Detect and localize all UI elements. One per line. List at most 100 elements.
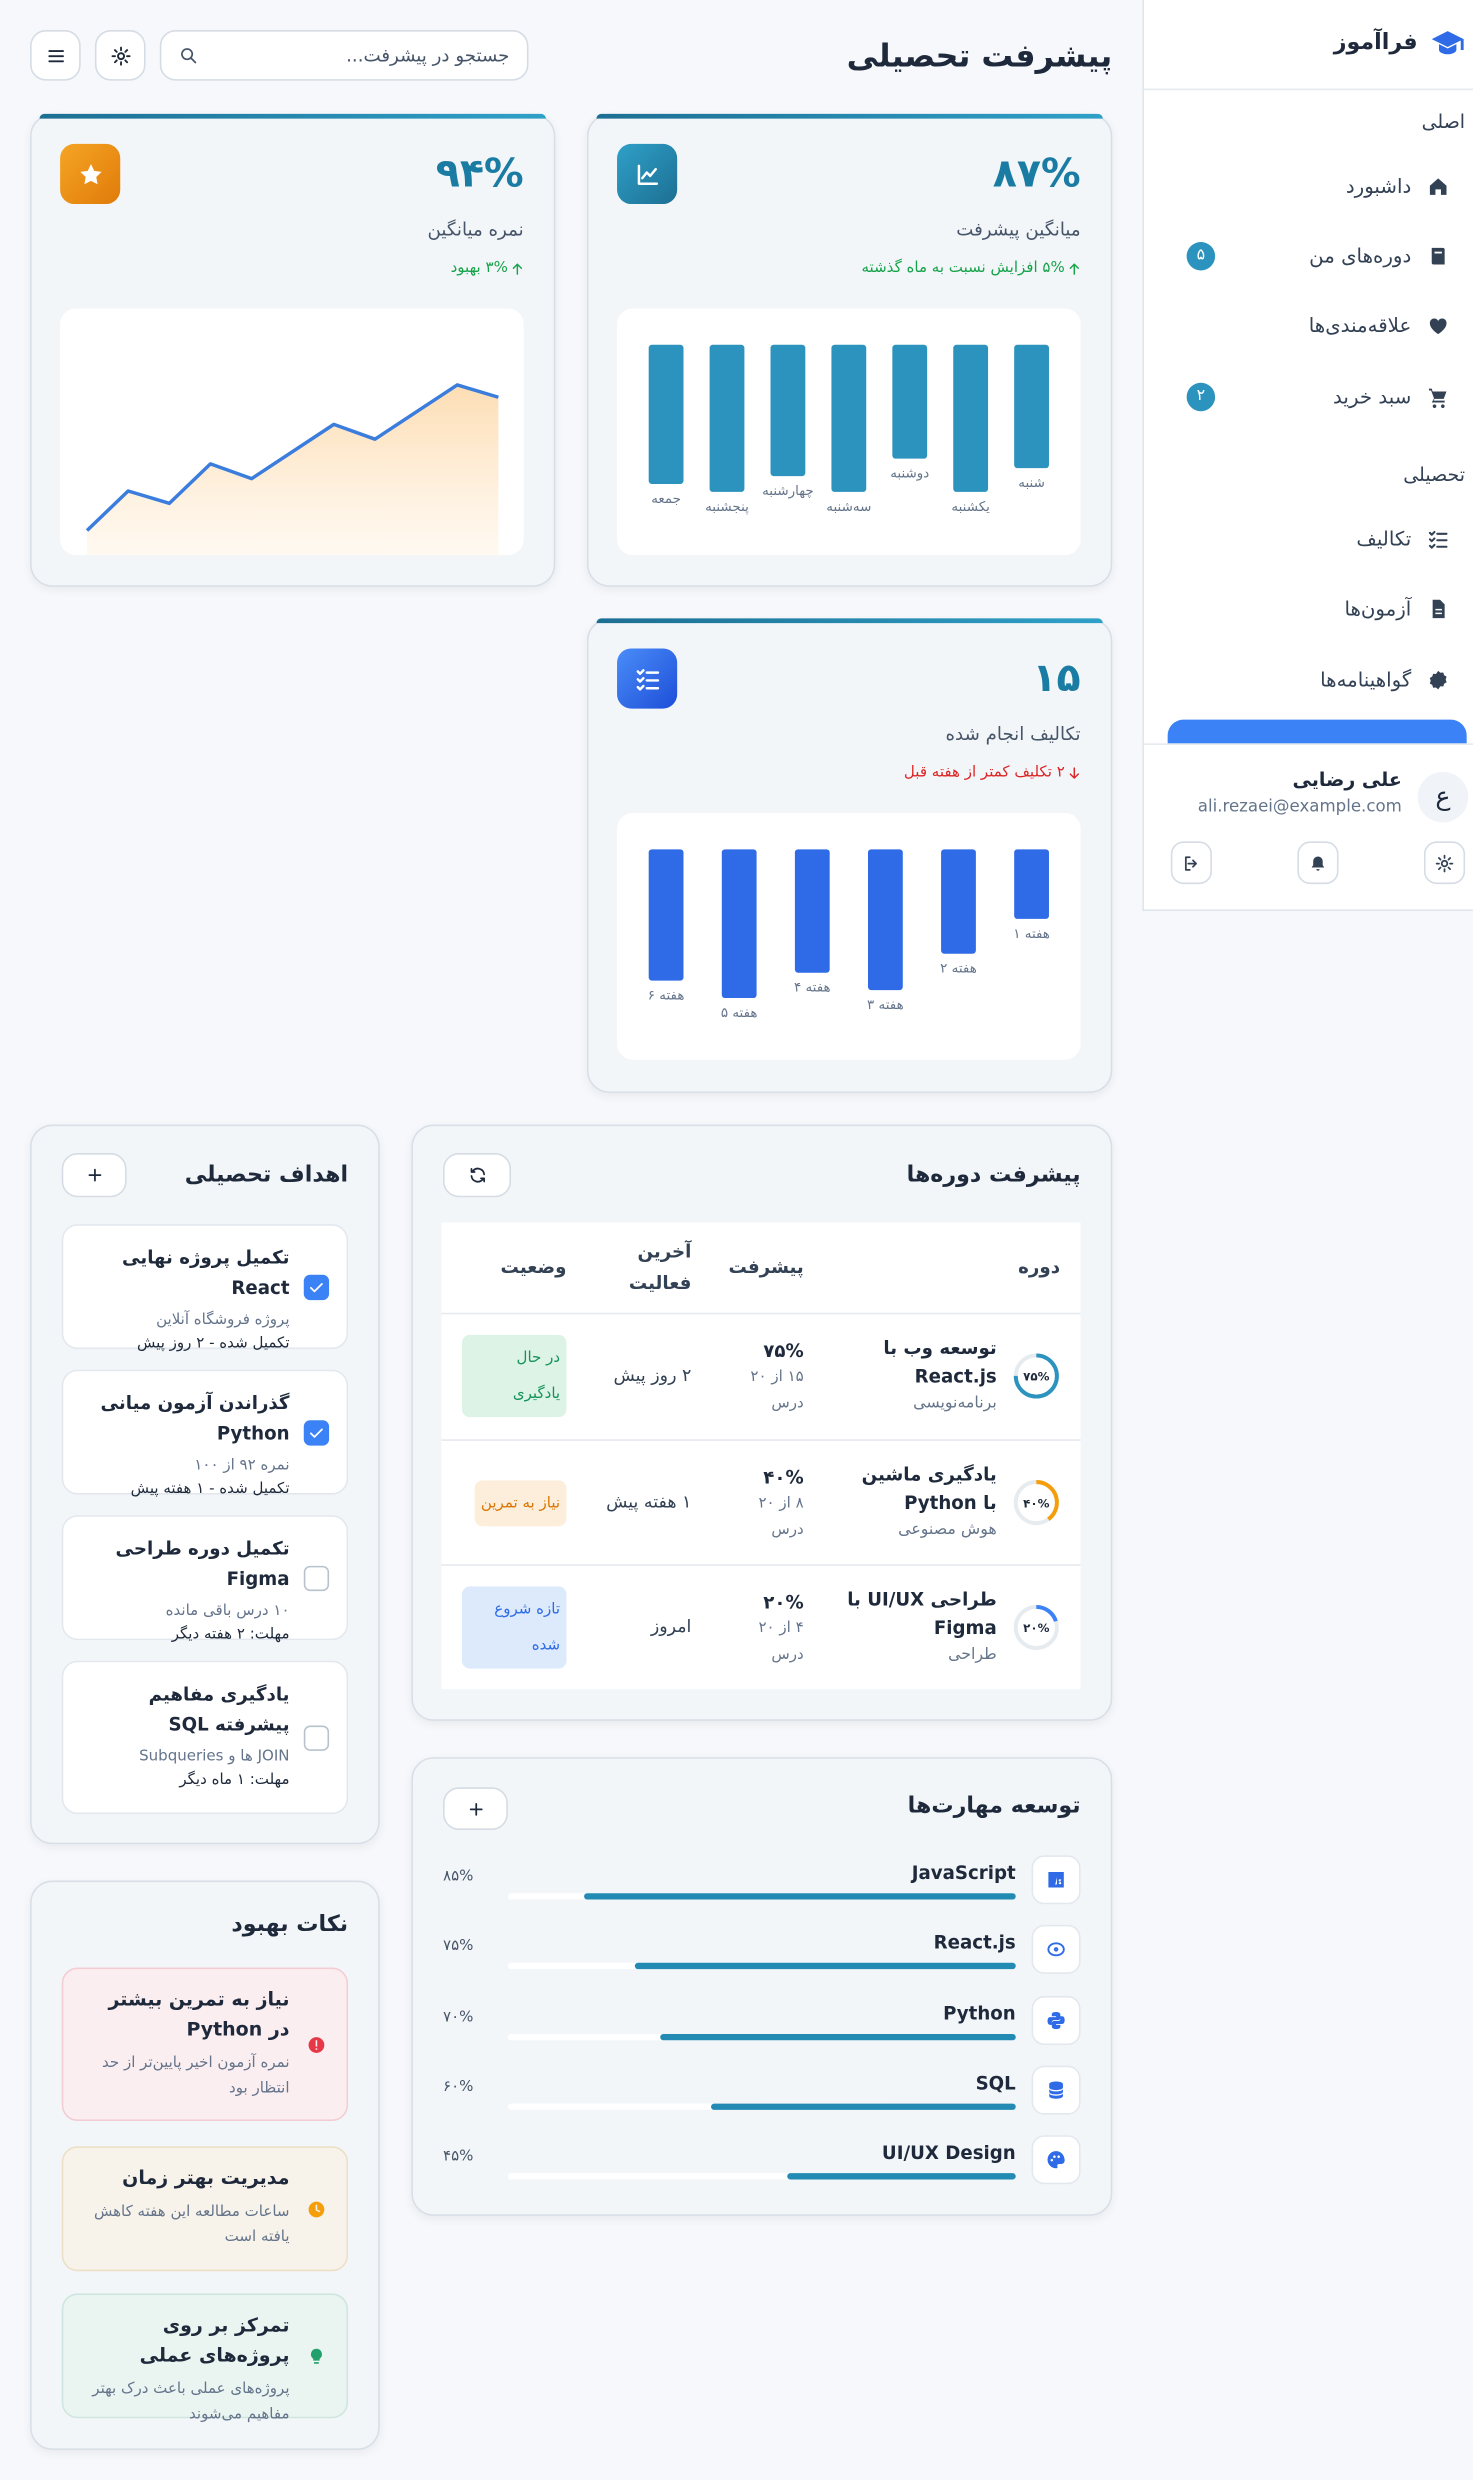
skill-fill <box>584 1893 1016 1900</box>
goal-checkbox[interactable] <box>303 1419 330 1445</box>
icon <box>1429 318 1447 335</box>
goal-item <box>61 1369 349 1495</box>
status-text: در حال یادگیری <box>461 1334 567 1418</box>
x-tick-label: هفته ۳ <box>867 998 904 1013</box>
page-title: پیشرفت تحصیلی <box>846 35 1113 74</box>
icon <box>310 1282 323 1292</box>
lesson-count: ۴ از ۲۰ درس <box>758 1619 804 1664</box>
x-tick-label: هفته ۱ <box>1013 927 1050 942</box>
icon-button[interactable] <box>1170 841 1212 885</box>
icon-shape <box>1047 2011 1065 2030</box>
column-header: دوره <box>1018 1255 1061 1278</box>
skill-percent: ۷۰% <box>443 2008 474 2027</box>
icon <box>1069 263 1079 275</box>
icon-shape <box>1184 855 1197 870</box>
last-activity: امروز <box>650 1616 692 1638</box>
stat-change: ۲ تکلیف کمتر از هفته قبل <box>903 764 1065 782</box>
tip-title: تمرکز بر روی پروژه‌های عملی <box>139 2313 290 2367</box>
tip-text: مدیریت بهتر زمان ساعات مطالعه این هفته کا… <box>92 2164 290 2251</box>
skill-icon <box>1031 2065 1081 2115</box>
badge-text: ۲ <box>1196 387 1206 405</box>
nav-label: گواهینامه‌ها <box>1320 667 1412 692</box>
nav-label: تکالیف <box>1356 526 1412 551</box>
skill-name: SQL <box>975 2071 1016 2094</box>
section-title: اهداف تحصیلی <box>184 1162 349 1188</box>
icon-shape <box>469 1802 482 1815</box>
card-accent <box>596 618 1103 624</box>
bar <box>709 344 745 492</box>
nav-item[interactable] <box>1168 580 1467 637</box>
section-title: تحصیلی <box>1403 463 1466 487</box>
x-tick-label: هفته ۶ <box>648 989 685 1004</box>
course-category: طراحی <box>948 1646 997 1664</box>
settings-button[interactable] <box>94 30 146 81</box>
section-title: پیشرفت دوره‌ها <box>906 1162 1081 1188</box>
progress-value: ۴۰% <box>763 1465 804 1488</box>
icon <box>47 49 64 62</box>
icon-shape <box>1428 388 1447 409</box>
goal-checkbox[interactable] <box>303 1274 330 1300</box>
icon <box>1311 855 1325 870</box>
progress-ring: ۴۰% <box>1013 1480 1059 1526</box>
icon-shape <box>1428 530 1448 549</box>
nav-item-active[interactable] <box>1167 719 1467 744</box>
icon <box>1431 247 1445 265</box>
search-box[interactable] <box>159 30 529 81</box>
icon-shape <box>1047 1942 1065 1957</box>
nav-badge <box>1186 382 1216 412</box>
bar <box>794 849 830 973</box>
last-activity: ۲ روز پیش <box>613 1364 692 1386</box>
user-name: علی رضایی <box>1292 769 1402 792</box>
status-badge: نیاز به تمرین <box>462 1468 567 1538</box>
section-title: نکات بهبود <box>231 1911 349 1938</box>
skill-name: React.js <box>933 1930 1016 1953</box>
nav-item[interactable] <box>1168 652 1467 709</box>
ring-progress <box>1013 1353 1059 1399</box>
icon-shape <box>512 263 523 275</box>
skill-fill <box>787 2173 1016 2180</box>
goal-checkbox[interactable] <box>303 1565 330 1591</box>
progress-ring: ۷۵% <box>1013 1353 1059 1399</box>
skill-bar <box>787 2173 1016 2180</box>
status-badge: تازه شروع شده <box>461 1586 567 1669</box>
tip-item <box>61 2293 349 2419</box>
skill-bar <box>660 2033 1016 2041</box>
sidebar <box>1142 0 1473 912</box>
icon <box>1429 670 1447 690</box>
goal-meta: مهلت: ۱ ماه دیگر <box>179 1771 290 1789</box>
card-accent <box>596 113 1103 119</box>
goal-text: گذراندن آزمون میانی Python نمره ۹۲ از ۱۰۰… <box>87 1389 289 1501</box>
tip-body: نمره آزمون اخیر پایین‌تر از حد انتظار بو… <box>102 2054 290 2098</box>
stat-label: تکالیف انجام شده <box>945 722 1081 745</box>
goal-subtitle: JOIN ها و Subqueries <box>139 1747 290 1766</box>
icon-button[interactable] <box>1423 841 1466 885</box>
x-tick-label: هفته ۵ <box>721 1006 758 1021</box>
icon-shape <box>308 2200 325 2217</box>
skill-bar <box>584 1893 1016 1900</box>
nav-item[interactable] <box>1168 158 1467 215</box>
nav-label: آزمون‌ها <box>1344 596 1412 620</box>
stat-change: ۵% افزایش نسبت به ماه گذشته <box>861 259 1065 277</box>
x-tick-label: یکشنبه <box>951 500 990 515</box>
refresh-button[interactable] <box>443 1153 512 1198</box>
icon <box>110 45 130 65</box>
icon-button[interactable] <box>1297 841 1339 885</box>
tip-item <box>61 2146 349 2272</box>
skill-name: JavaScript <box>911 1861 1016 1884</box>
icon-shape <box>47 49 64 62</box>
tip-title: مدیریت بهتر زمان <box>122 2166 290 2189</box>
bar <box>941 849 976 954</box>
area <box>87 384 499 556</box>
column-header: پیشرفت <box>728 1255 804 1278</box>
nav-item[interactable] <box>1168 511 1467 568</box>
course-category: برنامه‌نویسی <box>913 1394 997 1413</box>
icon-shape <box>636 163 658 185</box>
x-tick-label: چهارشنبه <box>762 484 814 499</box>
skill-bar <box>634 1962 1016 1970</box>
goal-checkbox[interactable] <box>303 1724 330 1751</box>
bar <box>892 344 928 459</box>
bar <box>867 849 903 991</box>
x-tick-label: هفته ۲ <box>940 962 977 977</box>
stat-value: ۸۷% <box>992 150 1081 196</box>
skill-percent: ۸۵% <box>443 1867 474 1886</box>
